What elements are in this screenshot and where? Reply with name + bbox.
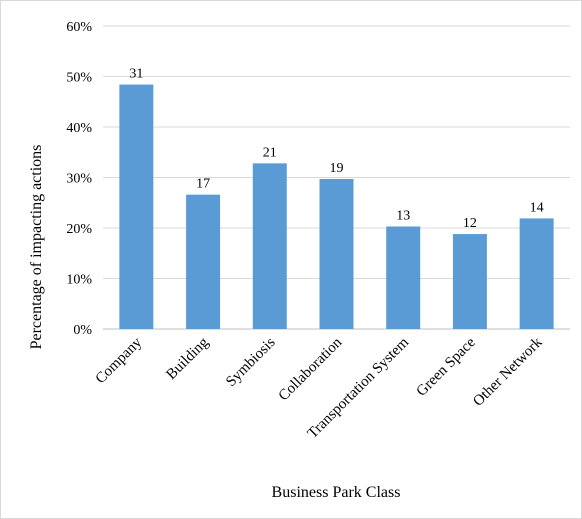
y-tick-label: 0% [73,323,92,338]
bars [119,85,553,329]
bar [386,226,420,329]
y-tick-label: 20% [66,222,92,237]
y-axis-ticks: 0% 10% 20% 30% 40% 50% 60% [66,20,92,338]
x-tick-label: Company [93,334,146,387]
data-label: 14 [530,200,544,215]
bar [119,85,153,329]
x-tick-label: Green Space [414,334,479,399]
data-label: 21 [263,145,277,160]
y-tick-label: 60% [66,20,92,35]
y-tick-label: 50% [66,71,92,86]
y-axis-title: Percentage of impacting actions [28,145,45,350]
x-axis-title: Business Park Class [272,484,401,501]
data-label: 12 [463,216,477,231]
bar [453,234,487,329]
bar [320,179,354,329]
x-axis-ticks: Company Building SymbiosisCollaborationTra… [93,334,546,442]
data-label: 19 [330,161,344,176]
x-tick-label: Symbiosis [223,334,279,390]
y-tick-label: 30% [66,172,92,187]
x-tick-label: Other Network [470,334,546,410]
y-tick-label: 10% [66,273,92,288]
data-label: 31 [129,67,143,82]
data-label: 17 [196,177,210,192]
bar [186,195,220,329]
bar [520,218,554,329]
x-tick-label: Collaboration [276,334,346,404]
y-tick-label: 40% [66,121,92,136]
x-tick-label: Building [163,334,212,383]
data-label: 13 [396,208,410,223]
bar [253,163,287,329]
